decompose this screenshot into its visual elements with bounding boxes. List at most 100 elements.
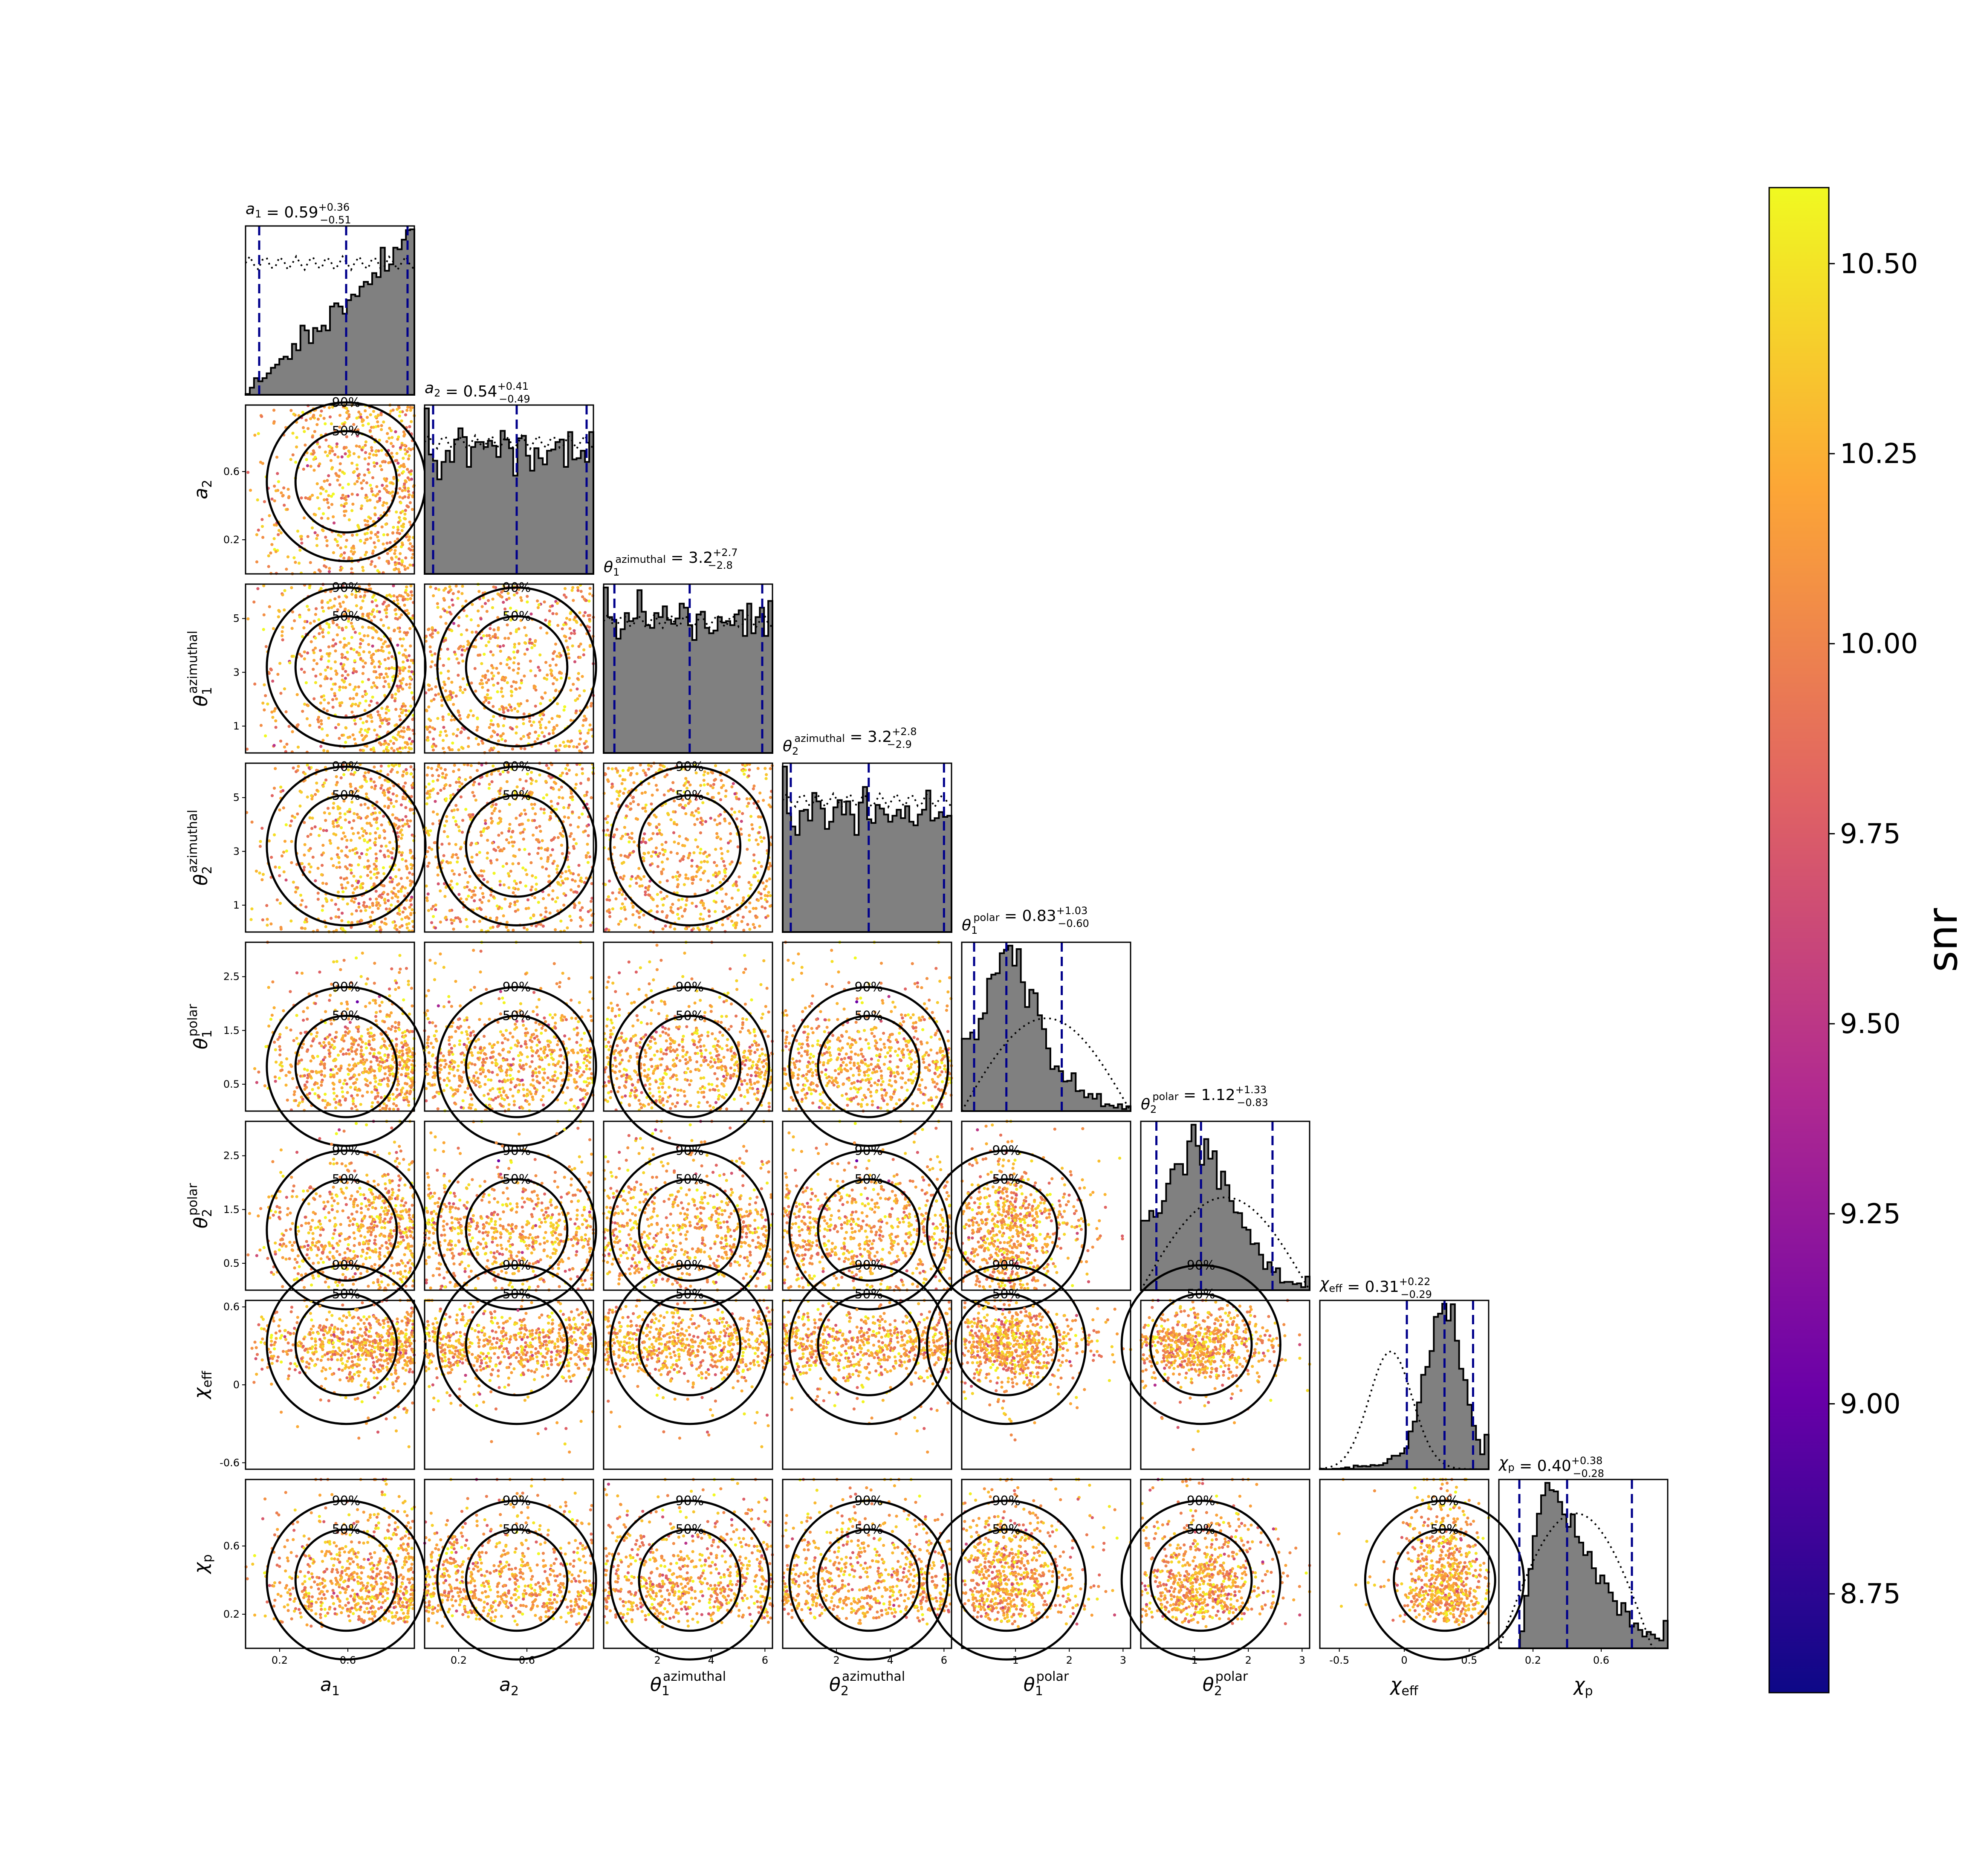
sample-point — [394, 608, 397, 611]
sample-point — [401, 1054, 404, 1057]
sample-point — [373, 546, 376, 549]
sample-point — [492, 666, 495, 669]
sample-point — [374, 785, 377, 787]
sample-point — [431, 629, 434, 632]
sample-point — [589, 587, 592, 590]
sample-point — [377, 871, 380, 874]
sample-point — [322, 610, 325, 613]
sample-point — [746, 848, 749, 851]
sample-point — [581, 772, 584, 775]
sample-point — [379, 716, 382, 719]
sample-point — [736, 903, 739, 906]
panel-theta1_az-vs-theta1_az: θ1azimuthal = 3.2+2.7 −2.8 — [604, 547, 772, 753]
sample-point — [476, 769, 479, 772]
sample-point — [497, 626, 500, 629]
sample-point — [335, 866, 338, 869]
sample-point — [311, 527, 314, 530]
sample-point — [606, 828, 609, 831]
sample-point — [314, 793, 317, 796]
sample-point — [303, 821, 306, 824]
sample-point — [320, 722, 323, 725]
sample-point — [581, 906, 584, 909]
sample-point — [717, 872, 720, 875]
sample-point — [470, 896, 473, 899]
sample-point — [392, 847, 395, 850]
sample-point — [409, 597, 412, 600]
sample-point — [447, 670, 450, 673]
sample-point — [523, 626, 526, 629]
sample-point — [370, 924, 373, 927]
sample-point — [443, 787, 445, 790]
sample-point — [498, 810, 501, 813]
sample-point — [439, 921, 442, 924]
sample-point — [410, 795, 413, 798]
sample-point — [541, 731, 544, 734]
sample-point — [369, 1081, 372, 1084]
sample-point — [316, 867, 319, 870]
sample-point — [375, 876, 378, 879]
sample-point — [274, 767, 277, 770]
sample-point — [372, 681, 375, 684]
sample-point — [284, 710, 287, 713]
sample-point — [324, 1037, 327, 1040]
sample-point — [532, 685, 535, 688]
sample-point — [486, 669, 489, 672]
sample-point — [570, 739, 573, 742]
sample-point — [256, 498, 259, 501]
sample-point — [427, 909, 430, 912]
sample-point — [657, 865, 659, 868]
sample-point — [408, 906, 411, 909]
sample-point — [474, 799, 477, 802]
sample-point — [570, 919, 573, 922]
sample-point — [455, 695, 458, 698]
sample-point — [385, 845, 388, 848]
sample-point — [383, 1044, 386, 1047]
sample-point — [364, 982, 367, 985]
histogram-theta2_az — [783, 767, 952, 932]
sample-point — [367, 463, 370, 466]
sample-point — [445, 819, 448, 822]
sample-point — [523, 675, 526, 677]
sample-point — [509, 836, 512, 839]
sample-point — [345, 596, 348, 599]
sample-point — [390, 967, 393, 970]
sample-point — [343, 514, 346, 517]
sample-point — [432, 749, 435, 752]
sample-point — [473, 920, 476, 923]
sample-point — [630, 767, 633, 770]
sample-point — [722, 910, 725, 913]
sample-point — [662, 853, 665, 856]
sample-point — [454, 804, 457, 807]
sample-point — [400, 877, 403, 880]
sample-point — [377, 649, 380, 652]
sample-point — [330, 677, 333, 680]
sample-point — [392, 1108, 395, 1111]
sample-point — [451, 922, 454, 925]
sample-point — [534, 689, 537, 692]
sample-point — [520, 823, 523, 826]
sample-point — [324, 1106, 327, 1109]
sample-point — [326, 454, 329, 457]
sample-point — [508, 823, 511, 826]
sample-point — [366, 874, 369, 877]
sample-point — [303, 1074, 306, 1077]
sample-point — [402, 654, 405, 657]
sample-point — [379, 662, 382, 665]
sample-point — [344, 502, 347, 505]
sample-point — [471, 603, 474, 606]
sample-point — [575, 709, 578, 712]
sample-point — [338, 861, 341, 864]
sample-point — [512, 845, 515, 848]
sample-point — [604, 773, 607, 776]
sample-point — [760, 897, 763, 900]
sample-point — [587, 910, 590, 913]
sample-point — [710, 927, 713, 930]
sample-point — [439, 615, 442, 618]
sample-point — [341, 1036, 344, 1039]
sample-point — [367, 643, 370, 646]
sample-point — [391, 813, 394, 816]
sample-point — [485, 774, 488, 777]
sample-point — [522, 735, 525, 738]
sample-point — [399, 685, 402, 688]
sample-point — [642, 837, 645, 840]
